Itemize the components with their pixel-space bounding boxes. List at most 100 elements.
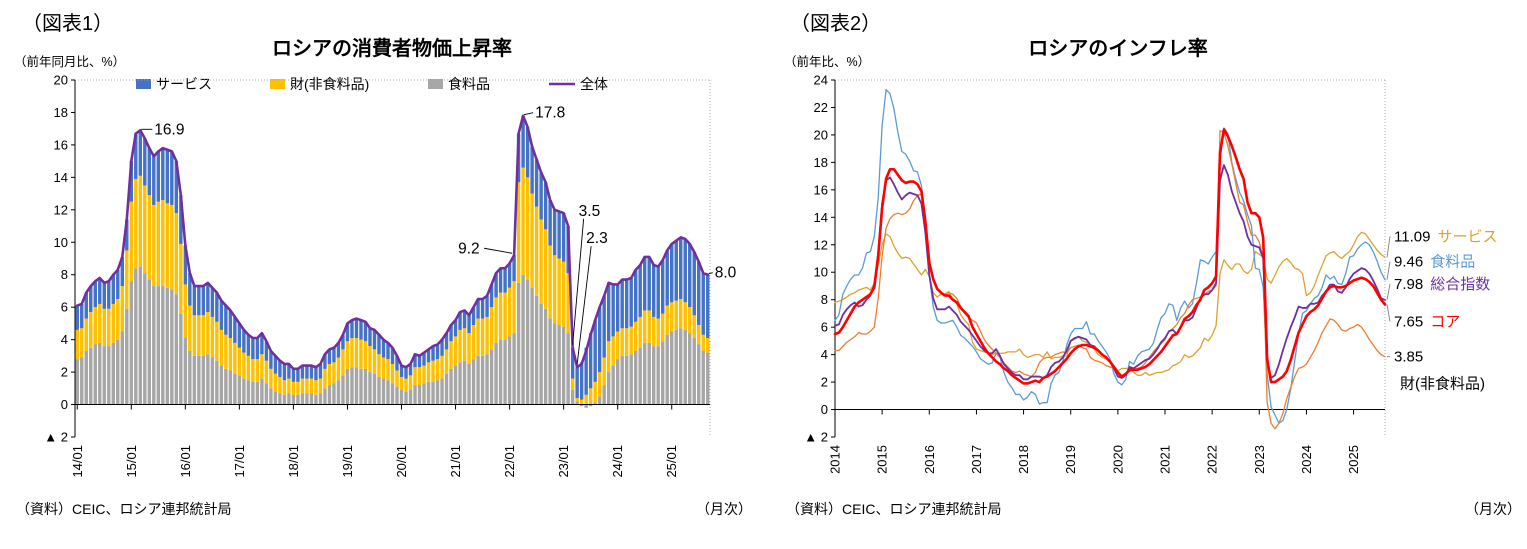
bar-segment (507, 287, 512, 337)
bar-segment (314, 380, 318, 395)
bar-segment (165, 203, 170, 288)
bar-segment (467, 363, 471, 405)
bar-segment (494, 342, 498, 405)
bar-segment (314, 394, 318, 405)
legend-swatch (270, 79, 285, 89)
bar-segment (368, 346, 372, 373)
bar-segment (152, 156, 156, 205)
bar-segment (435, 380, 440, 405)
bar-segment (633, 350, 638, 405)
bar-segment (548, 200, 552, 246)
bar-segment (597, 307, 602, 373)
series-end-label: 7.98 総合指数 (1394, 276, 1490, 293)
bar-segment (116, 299, 120, 340)
bar-segment (620, 279, 624, 329)
bar-segment (449, 368, 453, 405)
fig1-y-axis-unit: （前年同月比、%） (14, 54, 125, 69)
bar-segment (228, 338, 233, 371)
bar-segment (525, 177, 530, 280)
bar-segment (152, 286, 156, 405)
line-series (834, 231, 1386, 376)
bar-segment (156, 151, 161, 202)
bar-segment (107, 346, 111, 405)
data-annotation: 2.3 (586, 230, 608, 247)
bar-segment (651, 346, 656, 405)
bar-segment (458, 312, 462, 330)
bar-segment (390, 383, 395, 405)
y-tick-label: 14 (54, 170, 68, 185)
bar-segment (706, 352, 710, 405)
bar-segment (521, 115, 525, 168)
bar-segment (287, 393, 291, 405)
bar-segment (219, 365, 224, 405)
x-tick-label: 24/01 (610, 445, 625, 478)
bar-segment (296, 368, 300, 382)
bar-segment (453, 320, 458, 337)
bar-segment (170, 151, 174, 205)
bar-segment (237, 347, 242, 376)
bar-segment (192, 315, 197, 356)
bar-segment (138, 130, 143, 176)
bar-segment (651, 316, 656, 347)
bar-segment (449, 325, 453, 342)
bar-segment (440, 378, 444, 405)
bar-segment (521, 167, 525, 275)
bar-segment (642, 310, 647, 343)
bar-segment (318, 393, 323, 405)
bar-segment (697, 261, 701, 326)
bar-segment (291, 381, 296, 395)
bar-segment (611, 284, 615, 337)
x-tick-label: 2025 (1346, 445, 1361, 474)
x-tick-label: 21/01 (448, 445, 463, 478)
bar-segment (674, 240, 678, 301)
x-tick-label: 2019 (1063, 445, 1078, 474)
bar-segment (368, 372, 372, 405)
bar-segment (417, 367, 422, 386)
bar-segment (543, 182, 548, 230)
bar-segment (147, 195, 152, 280)
bar-segment (89, 312, 93, 348)
bar-segment (525, 127, 530, 178)
bar-segment (120, 256, 124, 287)
figure-1: （図表1） （前年同月比、%） ロシアの消費者物価上昇率 サービス 財(非食料品)… (8, 0, 760, 549)
line-series (834, 88, 1386, 424)
fig2-source: （資料）CEIC、ロシア連邦統計局 (786, 501, 1001, 517)
fig1-tag: （図表1） (22, 12, 113, 35)
bar-segment (584, 404, 588, 408)
bar-segment (201, 355, 206, 405)
x-tick-label: 2018 (1016, 445, 1031, 474)
bar-segment (233, 316, 237, 343)
bar-segment (557, 325, 561, 405)
bar-segment (327, 363, 332, 386)
bar-segment (683, 329, 687, 405)
bar-segment (336, 342, 341, 358)
bar-segment (701, 350, 705, 405)
bar-segment (512, 281, 516, 334)
bar-segment (422, 365, 426, 384)
bar-segment (638, 347, 642, 405)
bar-segment (422, 352, 426, 366)
bar-segment (224, 334, 228, 369)
x-tick-label: 16/01 (178, 445, 193, 478)
bar-segment (336, 380, 341, 405)
legend-label: 食料品 (448, 76, 490, 92)
bar-segment (615, 284, 620, 332)
bar-segment (512, 255, 516, 282)
x-tick-label: 2022 (1205, 445, 1220, 474)
bar-segment (480, 299, 485, 319)
bar-segment (341, 375, 345, 405)
bar-segment (179, 195, 183, 244)
bar-segment (584, 347, 588, 395)
bar-segment (102, 282, 106, 309)
bar-segment (692, 315, 696, 339)
bar-segment (498, 292, 503, 340)
bar-segment (152, 204, 156, 287)
x-tick-label: 14/01 (70, 445, 85, 478)
x-tick-label: 20/01 (394, 445, 409, 478)
bar-segment (552, 255, 557, 324)
bar-segment (426, 349, 431, 363)
bar-segment (89, 347, 93, 405)
bar-segment (282, 363, 287, 381)
bar-segment (679, 328, 683, 405)
bar-segment (539, 303, 543, 405)
